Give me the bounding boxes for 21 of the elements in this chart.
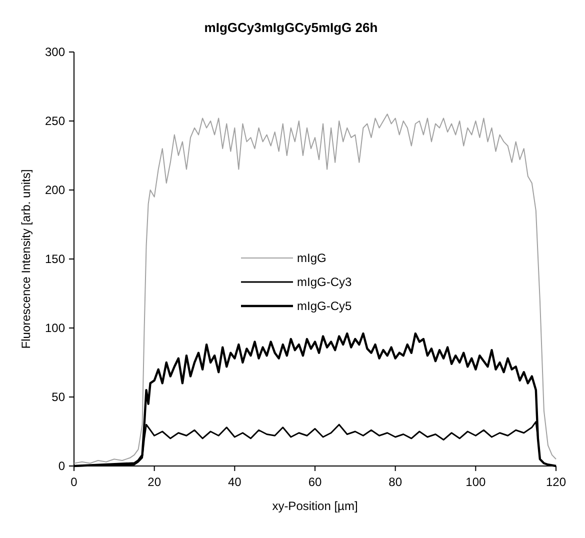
y-tick-label: 150: [44, 252, 66, 266]
x-tick-label: 0: [70, 475, 78, 489]
x-axis-title: xy-Position [µm]: [272, 499, 358, 513]
x-tick-label: 100: [466, 475, 486, 489]
y-tick-label: 250: [44, 114, 66, 128]
x-tick-label: 20: [148, 475, 162, 489]
legend-label: mIgG: [297, 251, 326, 265]
legend-label: mIgG-Cy5: [297, 299, 352, 313]
chart-title: mIgGCy3mIgGCy5mIgG 26h: [204, 20, 378, 35]
x-tick-label: 120: [546, 475, 566, 489]
y-axis-title: Fluorescence Intensity [arb. units]: [19, 169, 33, 349]
y-tick-label: 300: [44, 45, 66, 59]
legend-label: mIgG-Cy3: [297, 275, 352, 289]
x-tick-label: 60: [308, 475, 322, 489]
y-tick-label: 50: [52, 390, 66, 404]
y-tick-label: 100: [44, 321, 66, 335]
y-tick-label: 200: [44, 183, 66, 197]
x-tick-label: 80: [388, 475, 402, 489]
y-tick-label: 0: [58, 459, 66, 473]
line-series: [74, 114, 556, 464]
x-tick-label: 40: [228, 475, 242, 489]
